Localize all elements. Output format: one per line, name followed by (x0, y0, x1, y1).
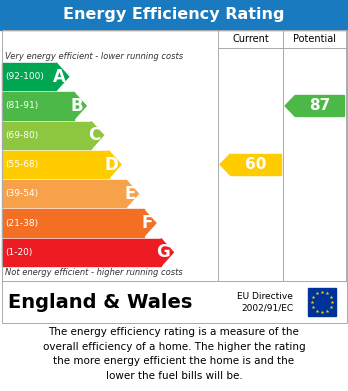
Text: 60: 60 (245, 157, 266, 172)
Text: Very energy efficient - lower running costs: Very energy efficient - lower running co… (5, 52, 183, 61)
Polygon shape (91, 122, 104, 149)
Text: England & Wales: England & Wales (8, 292, 192, 312)
Text: Current: Current (232, 34, 269, 44)
Bar (2, 122, 91, 149)
Text: D: D (104, 156, 118, 174)
Polygon shape (56, 63, 69, 90)
Bar (2, 30, 347, 281)
Polygon shape (161, 239, 173, 266)
Text: (21-38): (21-38) (5, 219, 38, 228)
Bar (2, 239, 161, 266)
Text: (92-100): (92-100) (5, 72, 44, 81)
Bar (308, 288, 336, 316)
Text: F: F (142, 214, 153, 232)
Text: (55-68): (55-68) (5, 160, 38, 169)
Text: (1-20): (1-20) (5, 248, 32, 257)
Text: G: G (157, 243, 170, 261)
Text: The energy efficiency rating is a measure of the
overall efficiency of a home. T: The energy efficiency rating is a measur… (43, 327, 305, 381)
Bar (2, 210, 144, 237)
Bar (2, 92, 74, 120)
Text: (69-80): (69-80) (5, 131, 38, 140)
Polygon shape (126, 180, 139, 208)
Bar (2, 151, 109, 178)
Polygon shape (285, 95, 295, 117)
Text: Not energy efficient - higher running costs: Not energy efficient - higher running co… (5, 268, 183, 277)
Bar (230, 154, 281, 175)
Text: (39-54): (39-54) (5, 189, 38, 198)
Text: A: A (53, 68, 66, 86)
Polygon shape (109, 151, 121, 178)
Polygon shape (74, 92, 86, 120)
Bar (0, 0, 348, 30)
Text: B: B (71, 97, 83, 115)
Polygon shape (144, 210, 156, 237)
Text: C: C (88, 126, 101, 144)
Text: E: E (124, 185, 135, 203)
Bar (2, 180, 126, 208)
Bar (2, 281, 347, 323)
Text: (81-91): (81-91) (5, 101, 38, 110)
Bar (2, 63, 56, 90)
Text: 87: 87 (309, 99, 330, 113)
Text: Energy Efficiency Rating: Energy Efficiency Rating (63, 7, 285, 23)
Bar (295, 95, 344, 117)
Polygon shape (220, 154, 230, 175)
Text: EU Directive
2002/91/EC: EU Directive 2002/91/EC (237, 292, 293, 312)
Text: Potential: Potential (293, 34, 336, 44)
